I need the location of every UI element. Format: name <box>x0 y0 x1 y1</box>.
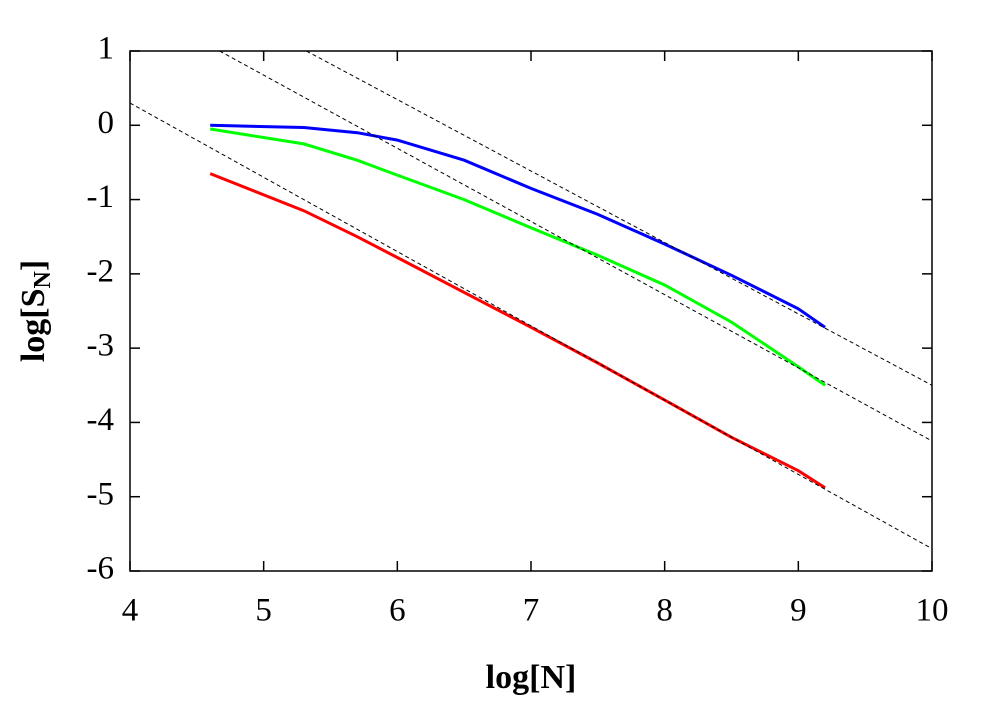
y-tick-label: -4 <box>87 402 115 438</box>
y-axis-label: log[SN] <box>15 260 56 362</box>
guide-line <box>130 102 932 550</box>
y-label-main: log[S <box>15 288 52 362</box>
y-tick-label: -6 <box>87 551 115 587</box>
plot-frame <box>129 50 933 572</box>
data-line <box>209 127 826 387</box>
x-tick-label: 9 <box>790 593 807 629</box>
y-tick-label: 0 <box>98 105 115 141</box>
guide-line <box>306 51 932 386</box>
y-label-sub: N <box>30 270 56 288</box>
guide-line <box>219 51 932 442</box>
x-tick-label: 4 <box>122 593 139 629</box>
y-label-end: ] <box>15 260 52 271</box>
y-tick-label: -1 <box>87 179 115 215</box>
y-tick-label: -5 <box>87 476 115 512</box>
x-axis-label: log[N] <box>486 659 577 696</box>
data-line <box>209 172 826 490</box>
y-tick-label: -3 <box>87 328 115 364</box>
x-tick-label: 5 <box>255 593 272 629</box>
data-line <box>210 123 826 329</box>
x-tick-label: 7 <box>523 593 540 629</box>
x-tick-label: 10 <box>916 593 949 629</box>
x-tick-label: 8 <box>656 593 673 629</box>
y-tick-label: 1 <box>98 31 115 67</box>
y-tick-label: -2 <box>87 253 115 289</box>
x-tick-label: 6 <box>389 593 406 629</box>
